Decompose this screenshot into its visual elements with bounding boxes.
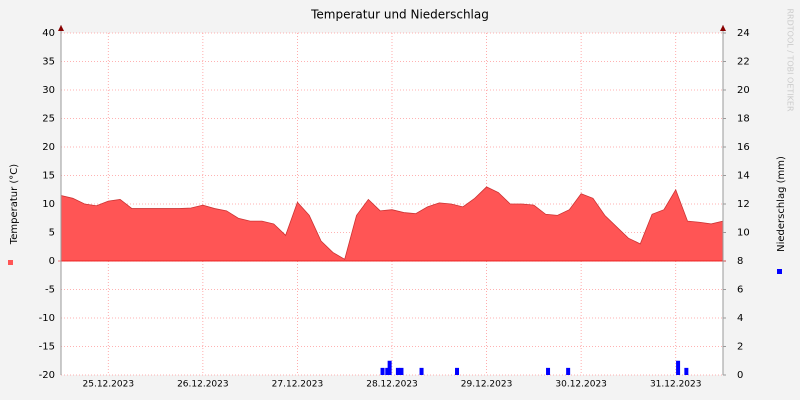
y2-tick-label: 14 (737, 171, 750, 182)
precipitation-bar (566, 367, 571, 375)
y2-tick-label: 0 (737, 370, 743, 381)
x-tick-label: 28.12.2023 (366, 380, 418, 390)
y-tick-label: 25 (42, 114, 55, 125)
y-tick-label: -20 (39, 370, 55, 381)
precipitation-bar (380, 367, 385, 375)
y-axis-label: Temperatur (°C) (9, 164, 20, 245)
x-tick-label: 30.12.2023 (555, 380, 607, 390)
y-tick-label: 0 (49, 256, 55, 267)
y-tick-label: 30 (42, 85, 55, 96)
axis-arrow (58, 25, 64, 31)
y2-tick-label: 24 (737, 28, 750, 39)
precipitation-bar (399, 367, 404, 375)
y2-tick-label: 18 (737, 114, 750, 125)
y-tick-label: 20 (42, 142, 55, 153)
precipitation-bar (676, 360, 681, 375)
y2-tick-label: 22 (737, 57, 750, 68)
y2-tick-label: 6 (737, 285, 743, 296)
chart-title: Temperatur und Niederschlag (310, 8, 489, 22)
y-tick-label: 15 (42, 171, 55, 182)
x-tick-label: 26.12.2023 (177, 380, 229, 390)
y-tick-label: -15 (39, 342, 55, 353)
precipitation-bar (419, 367, 424, 375)
precipitation-bar (455, 367, 460, 375)
y-tick-label: -5 (45, 285, 55, 296)
temperature-area (60, 186, 724, 262)
legend-swatch (8, 260, 13, 265)
precipitation-bar (385, 367, 390, 375)
y2-tick-label: 20 (737, 85, 750, 96)
x-tick-label: 25.12.2023 (83, 380, 135, 390)
x-tick-label: 29.12.2023 (461, 380, 513, 390)
y2-tick-label: 10 (737, 228, 750, 239)
y2-axis-label: Niederschlag (mm) (776, 156, 787, 252)
x-tick-label: 31.12.2023 (650, 380, 702, 390)
precipitation-bar (684, 367, 689, 375)
y-tick-label: 40 (42, 28, 55, 39)
precipitation-bar (387, 360, 392, 375)
precipitation-bar (395, 367, 400, 375)
y-tick-label: -10 (39, 313, 55, 324)
y2-tick-label: 8 (737, 256, 743, 267)
y-tick-label: 35 (42, 57, 55, 68)
watermark: RRDTOOL / TOBI OETIKER (786, 8, 795, 111)
axis-arrow (720, 25, 726, 31)
x-tick-label: 27.12.2023 (272, 380, 324, 390)
legend-swatch (777, 269, 782, 274)
y-tick-label: 5 (49, 228, 55, 239)
y2-tick-label: 12 (737, 199, 750, 210)
y2-tick-label: 2 (737, 342, 743, 353)
y2-tick-label: 16 (737, 142, 750, 153)
y-tick-label: 10 (42, 199, 55, 210)
y2-tick-label: 4 (737, 313, 743, 324)
precipitation-bar (546, 367, 551, 375)
